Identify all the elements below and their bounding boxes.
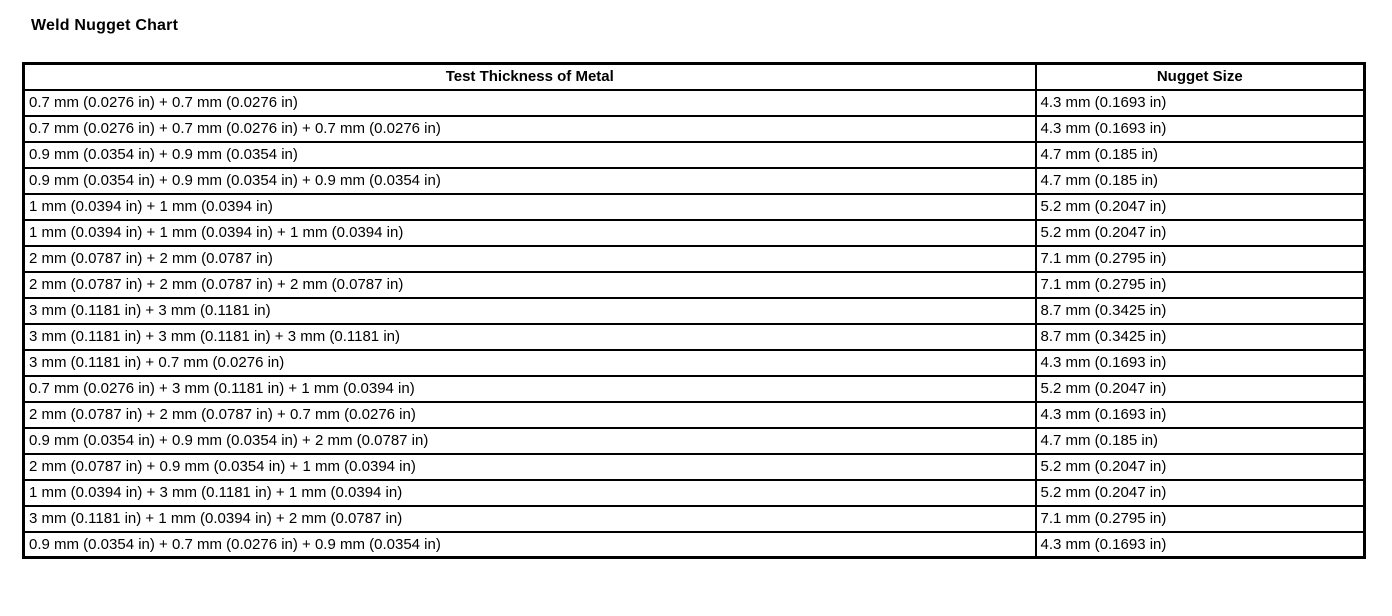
- table-row: 2 mm (0.0787 in) + 2 mm (0.0787 in) + 2 …: [22, 270, 1366, 299]
- table-header-row: Test Thickness of Metal Nugget Size: [22, 62, 1366, 91]
- cell-test-thickness: 3 mm (0.1181 in) + 3 mm (0.1181 in): [22, 296, 1037, 325]
- table-row: 1 mm (0.0394 in) + 1 mm (0.0394 in) 5.2 m…: [22, 192, 1366, 221]
- table-row: 0.7 mm (0.0276 in) + 3 mm (0.1181 in) + …: [22, 374, 1366, 403]
- cell-test-thickness: 2 mm (0.0787 in) + 2 mm (0.0787 in) + 2 …: [22, 270, 1037, 299]
- cell-nugget-size: 5.2 mm (0.2047 in): [1034, 478, 1366, 507]
- table-row: 0.9 mm (0.0354 in) + 0.9 mm (0.0354 in) 4…: [22, 140, 1366, 169]
- cell-test-thickness: 3 mm (0.1181 in) + 1 mm (0.0394 in) + 2 …: [22, 504, 1037, 533]
- cell-nugget-size: 5.2 mm (0.2047 in): [1034, 192, 1366, 221]
- column-header-test-thickness: Test Thickness of Metal: [22, 62, 1037, 91]
- column-header-nugget-size: Nugget Size: [1034, 62, 1366, 91]
- cell-test-thickness: 2 mm (0.0787 in) + 0.9 mm (0.0354 in) + …: [22, 452, 1037, 481]
- cell-nugget-size: 8.7 mm (0.3425 in): [1034, 296, 1366, 325]
- cell-nugget-size: 4.7 mm (0.185 in): [1034, 166, 1366, 195]
- cell-nugget-size: 5.2 mm (0.2047 in): [1034, 218, 1366, 247]
- cell-test-thickness: 1 mm (0.0394 in) + 1 mm (0.0394 in) + 1 …: [22, 218, 1037, 247]
- cell-nugget-size: 7.1 mm (0.2795 in): [1034, 270, 1366, 299]
- cell-nugget-size: 4.3 mm (0.1693 in): [1034, 88, 1366, 117]
- cell-test-thickness: 0.7 mm (0.0276 in) + 0.7 mm (0.0276 in) …: [22, 114, 1037, 143]
- cell-test-thickness: 3 mm (0.1181 in) + 3 mm (0.1181 in) + 3 …: [22, 322, 1037, 351]
- cell-nugget-size: 4.3 mm (0.1693 in): [1034, 530, 1366, 559]
- table-row: 2 mm (0.0787 in) + 2 mm (0.0787 in) 7.1 m…: [22, 244, 1366, 273]
- weld-nugget-table: Test Thickness of Metal Nugget Size 0.7 …: [22, 62, 1366, 559]
- table-row: 0.7 mm (0.0276 in) + 0.7 mm (0.0276 in) 4…: [22, 88, 1366, 117]
- cell-nugget-size: 4.3 mm (0.1693 in): [1034, 400, 1366, 429]
- table-row: 0.9 mm (0.0354 in) + 0.9 mm (0.0354 in) …: [22, 166, 1366, 195]
- cell-test-thickness: 0.7 mm (0.0276 in) + 3 mm (0.1181 in) + …: [22, 374, 1037, 403]
- cell-test-thickness: 0.9 mm (0.0354 in) + 0.9 mm (0.0354 in): [22, 140, 1037, 169]
- cell-nugget-size: 5.2 mm (0.2047 in): [1034, 452, 1366, 481]
- table-row: 3 mm (0.1181 in) + 3 mm (0.1181 in) + 3 …: [22, 322, 1366, 351]
- page-title: Weld Nugget Chart: [31, 17, 179, 34]
- cell-test-thickness: 0.9 mm (0.0354 in) + 0.7 mm (0.0276 in) …: [22, 530, 1037, 559]
- cell-nugget-size: 5.2 mm (0.2047 in): [1034, 374, 1366, 403]
- cell-nugget-size: 4.7 mm (0.185 in): [1034, 426, 1366, 455]
- cell-nugget-size: 4.7 mm (0.185 in): [1034, 140, 1366, 169]
- table-row: 3 mm (0.1181 in) + 1 mm (0.0394 in) + 2 …: [22, 504, 1366, 533]
- cell-nugget-size: 4.3 mm (0.1693 in): [1034, 348, 1366, 377]
- table-body: 0.7 mm (0.0276 in) + 0.7 mm (0.0276 in) 4…: [22, 88, 1366, 559]
- table-row: 0.9 mm (0.0354 in) + 0.7 mm (0.0276 in) …: [22, 530, 1366, 559]
- table-row: 2 mm (0.0787 in) + 0.9 mm (0.0354 in) + …: [22, 452, 1366, 481]
- cell-test-thickness: 1 mm (0.0394 in) + 3 mm (0.1181 in) + 1 …: [22, 478, 1037, 507]
- table-row: 3 mm (0.1181 in) + 3 mm (0.1181 in) 8.7 m…: [22, 296, 1366, 325]
- cell-nugget-size: 8.7 mm (0.3425 in): [1034, 322, 1366, 351]
- cell-test-thickness: 0.7 mm (0.0276 in) + 0.7 mm (0.0276 in): [22, 88, 1037, 117]
- table-row: 1 mm (0.0394 in) + 3 mm (0.1181 in) + 1 …: [22, 478, 1366, 507]
- cell-test-thickness: 2 mm (0.0787 in) + 2 mm (0.0787 in) + 0.…: [22, 400, 1037, 429]
- cell-nugget-size: 4.3 mm (0.1693 in): [1034, 114, 1366, 143]
- table-row: 3 mm (0.1181 in) + 0.7 mm (0.0276 in) 4.3…: [22, 348, 1366, 377]
- table-row: 2 mm (0.0787 in) + 2 mm (0.0787 in) + 0.…: [22, 400, 1366, 429]
- cell-test-thickness: 0.9 mm (0.0354 in) + 0.9 mm (0.0354 in) …: [22, 166, 1037, 195]
- table-row: 0.7 mm (0.0276 in) + 0.7 mm (0.0276 in) …: [22, 114, 1366, 143]
- table-row: 1 mm (0.0394 in) + 1 mm (0.0394 in) + 1 …: [22, 218, 1366, 247]
- cell-nugget-size: 7.1 mm (0.2795 in): [1034, 504, 1366, 533]
- cell-test-thickness: 3 mm (0.1181 in) + 0.7 mm (0.0276 in): [22, 348, 1037, 377]
- cell-test-thickness: 0.9 mm (0.0354 in) + 0.9 mm (0.0354 in) …: [22, 426, 1037, 455]
- cell-test-thickness: 1 mm (0.0394 in) + 1 mm (0.0394 in): [22, 192, 1037, 221]
- cell-nugget-size: 7.1 mm (0.2795 in): [1034, 244, 1366, 273]
- table-row: 0.9 mm (0.0354 in) + 0.9 mm (0.0354 in) …: [22, 426, 1366, 455]
- cell-test-thickness: 2 mm (0.0787 in) + 2 mm (0.0787 in): [22, 244, 1037, 273]
